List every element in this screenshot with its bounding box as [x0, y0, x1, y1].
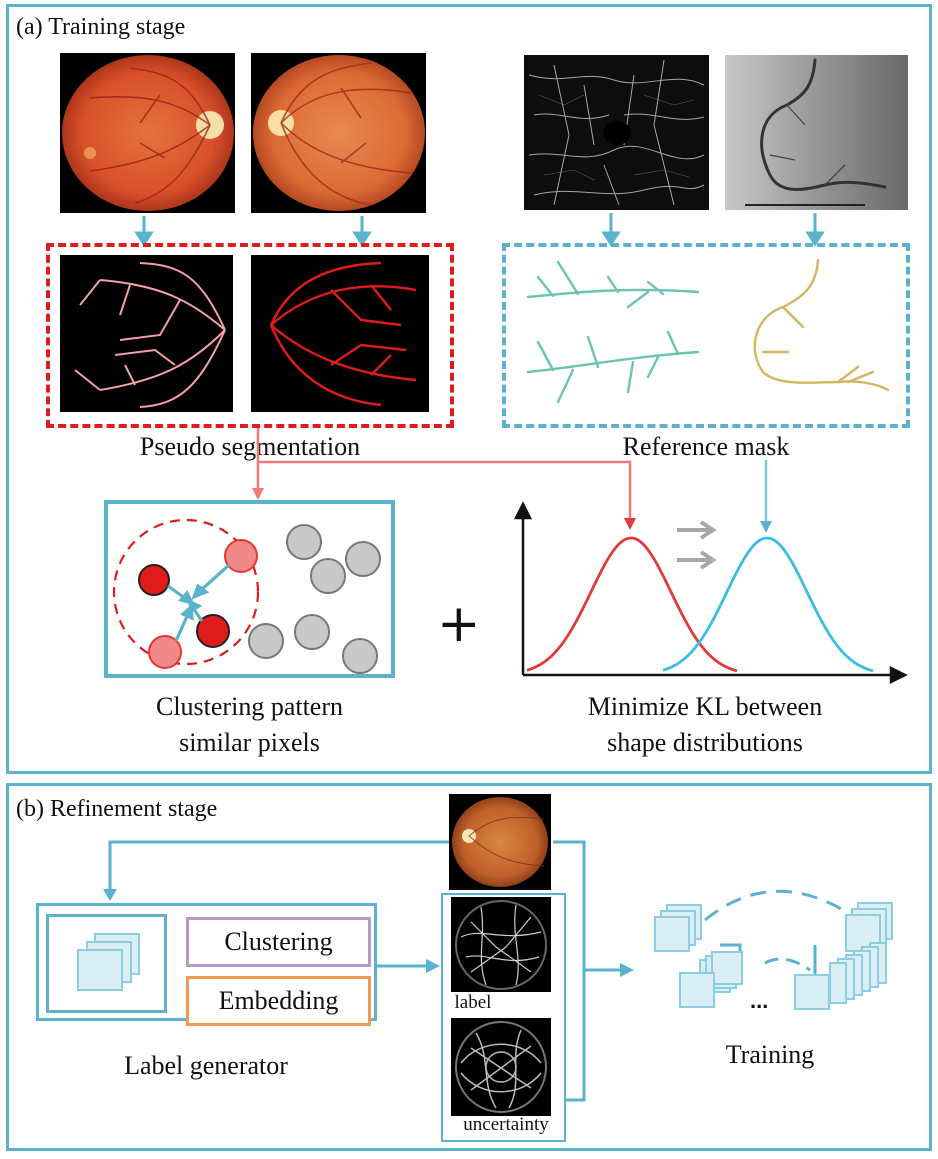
- label-generator-inner-box: [46, 914, 167, 1013]
- pseudo-segmentation-image-1: [60, 255, 233, 412]
- refinement-input-fundus-image: [449, 794, 551, 890]
- blue-distribution-curve: [662, 536, 874, 673]
- reference-mask-box: [502, 243, 910, 428]
- output-maps-box: [441, 893, 566, 1142]
- octa-image: [524, 55, 709, 210]
- kl-distribution-plot: [513, 501, 908, 685]
- pseudo-segmentation-box: [46, 243, 454, 428]
- connector-arrows: [252, 428, 772, 533]
- uncertainty-map-image: [451, 1018, 551, 1116]
- kl-caption-line2: shape distributions: [607, 728, 803, 757]
- label-map-caption: label: [454, 992, 492, 1013]
- embedding-module: Embedding: [186, 976, 371, 1026]
- red-distribution-curve: [526, 536, 738, 673]
- refinement-flow-arrows: [103, 840, 634, 1102]
- pseudo-segmentation-caption: Pseudo segmentation: [139, 432, 361, 461]
- reference-mask-teal-image: [518, 252, 703, 412]
- fundus-image-1: [60, 53, 235, 213]
- down-arrows-top: [134, 213, 825, 247]
- reference-mask-caption: Reference mask: [622, 432, 790, 461]
- clustering-caption: Clustering pattern similar pixels: [104, 689, 395, 761]
- clustering-caption-line2: similar pixels: [179, 728, 320, 757]
- shift-arrows: [677, 520, 717, 570]
- training-network-illustration: [654, 889, 893, 1010]
- kl-caption: Minimize KL between shape distributions: [505, 689, 905, 761]
- uncertainty-map-caption: uncertainty: [463, 1114, 549, 1135]
- training-stage-title: (a) Training stage: [16, 14, 186, 40]
- kl-caption-line1: Minimize KL between: [587, 692, 823, 721]
- clustering-module: Clustering: [186, 917, 371, 967]
- clustering-illustration: [104, 500, 395, 678]
- fundus-image-2: [251, 53, 426, 213]
- training-ellipsis: ...: [750, 988, 769, 1013]
- training-caption: Training: [725, 1040, 815, 1069]
- refinement-stage-title: (b) Refinement stage: [16, 796, 218, 822]
- xray-angiogram-image: [725, 55, 908, 210]
- reference-mask-gold-image: [718, 252, 903, 412]
- label-generator-caption: Label generator: [124, 1051, 288, 1080]
- plus-sign: +: [437, 594, 481, 654]
- feature-stack-icon: [77, 933, 140, 991]
- label-map-image: [451, 897, 551, 992]
- pseudo-segmentation-image-2: [251, 255, 429, 412]
- clustering-caption-line1: Clustering pattern: [155, 692, 343, 721]
